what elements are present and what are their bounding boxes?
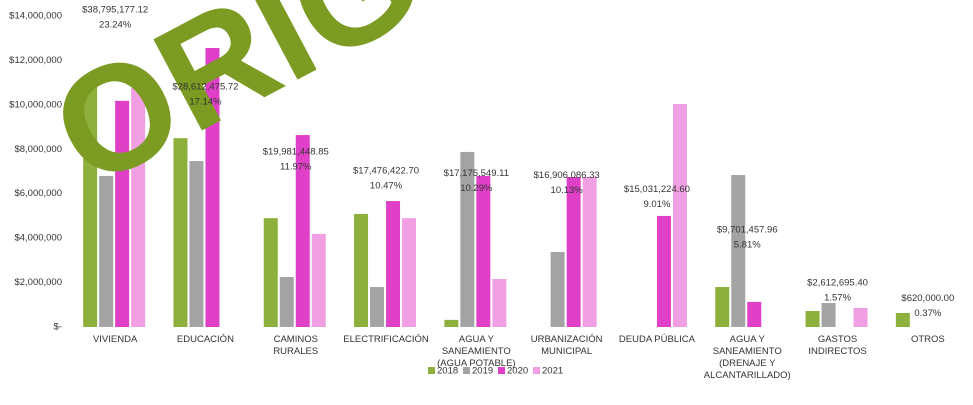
- bar: [115, 100, 130, 327]
- legend-label: 2018: [437, 366, 458, 377]
- legend-swatch: [498, 367, 505, 374]
- y-tick-label: $4,000,000: [14, 233, 62, 244]
- legend-label: 2021: [542, 366, 563, 377]
- legend-swatch: [533, 367, 540, 374]
- share-label: 10.29%: [460, 183, 493, 194]
- bar: [476, 175, 491, 327]
- x-tick-label: URBANIZACIÓN MUNICIPAL: [530, 334, 603, 357]
- bar: [821, 303, 836, 327]
- bar: [895, 313, 910, 327]
- x-tick-label: VIVIENDA: [92, 334, 138, 345]
- bar: [656, 215, 671, 327]
- bar: [370, 287, 385, 327]
- y-tick-label: $-: [54, 322, 62, 333]
- total-label: $620,000.00: [901, 293, 954, 304]
- y-tick-label: $12,000,000: [9, 55, 62, 66]
- y-tick-label: $10,000,000: [9, 99, 62, 110]
- y-tick-label: $8,000,000: [14, 144, 62, 155]
- share-label: 10.13%: [551, 185, 584, 196]
- y-tick-label: $6,000,000: [14, 188, 62, 199]
- bar: [205, 47, 220, 327]
- total-label: $2,612,695.40: [807, 278, 868, 289]
- bar: [550, 251, 565, 327]
- x-tick-label: AGUA Y SANEAMIENTO (DRENAJE Y ALCANTARIL…: [703, 334, 791, 381]
- share-label: 1.57%: [824, 293, 851, 304]
- x-tick-label: CAMINOS RURALES: [273, 334, 319, 357]
- bar: [805, 311, 820, 327]
- x-tick-label: DEUDA PÚBLICA: [618, 334, 695, 345]
- bar: [189, 161, 204, 327]
- share-label: 5.81%: [734, 239, 761, 250]
- x-tick-label: EDUCACIÓN: [176, 334, 234, 345]
- y-tick-label: $14,000,000: [9, 11, 62, 22]
- y-tick-label: $2,000,000: [14, 277, 62, 288]
- bar: [354, 213, 369, 327]
- x-tick-label: OTROS: [910, 334, 945, 345]
- bar: [747, 301, 762, 327]
- bar: [386, 201, 401, 327]
- bar: [715, 287, 730, 327]
- total-label: $38,795,177.12: [82, 5, 148, 16]
- bar: [460, 151, 475, 327]
- total-label: $19,981,448.85: [263, 147, 329, 158]
- bar: [853, 307, 868, 327]
- legend-swatch: [463, 367, 470, 374]
- total-label: $17,476,422.70: [353, 166, 419, 177]
- legend-label: 2020: [507, 366, 528, 377]
- x-tick-label: GASTOS INDIRECTOS: [808, 334, 867, 357]
- total-label: $28,612,475.72: [172, 82, 238, 93]
- bar: [131, 87, 146, 327]
- share-label: 9.01%: [643, 199, 670, 210]
- share-label: 10.47%: [370, 181, 403, 192]
- bar: [83, 82, 98, 328]
- bar: [582, 177, 597, 327]
- x-tick-label: AGUA Y SANEAMIENTO (AGUA POTABLE): [437, 334, 516, 369]
- bar: [99, 175, 114, 327]
- total-label: $16,906,086.33: [534, 170, 600, 181]
- legend-label: 2019: [472, 366, 493, 377]
- bar: [295, 135, 310, 327]
- bar: [279, 277, 294, 327]
- bar: [731, 175, 746, 327]
- total-label: $15,031,224.60: [624, 184, 690, 195]
- legend-swatch: [428, 367, 435, 374]
- bar: [672, 103, 687, 328]
- share-label: 17.14%: [189, 97, 222, 108]
- bar: [263, 218, 278, 327]
- bar: [566, 177, 581, 327]
- bar: [492, 279, 507, 327]
- share-label: 0.37%: [914, 308, 941, 319]
- share-label: 23.24%: [99, 20, 132, 31]
- x-tick-label: ELECTRIFICACIÓN: [343, 334, 429, 345]
- bar: [173, 138, 188, 327]
- bar: [311, 233, 326, 327]
- share-label: 11.97%: [280, 162, 312, 173]
- total-label: $9,701,457.96: [717, 224, 778, 235]
- bar: [402, 218, 417, 327]
- bar: [444, 319, 459, 327]
- total-label: $17,175,549.11: [444, 168, 509, 179]
